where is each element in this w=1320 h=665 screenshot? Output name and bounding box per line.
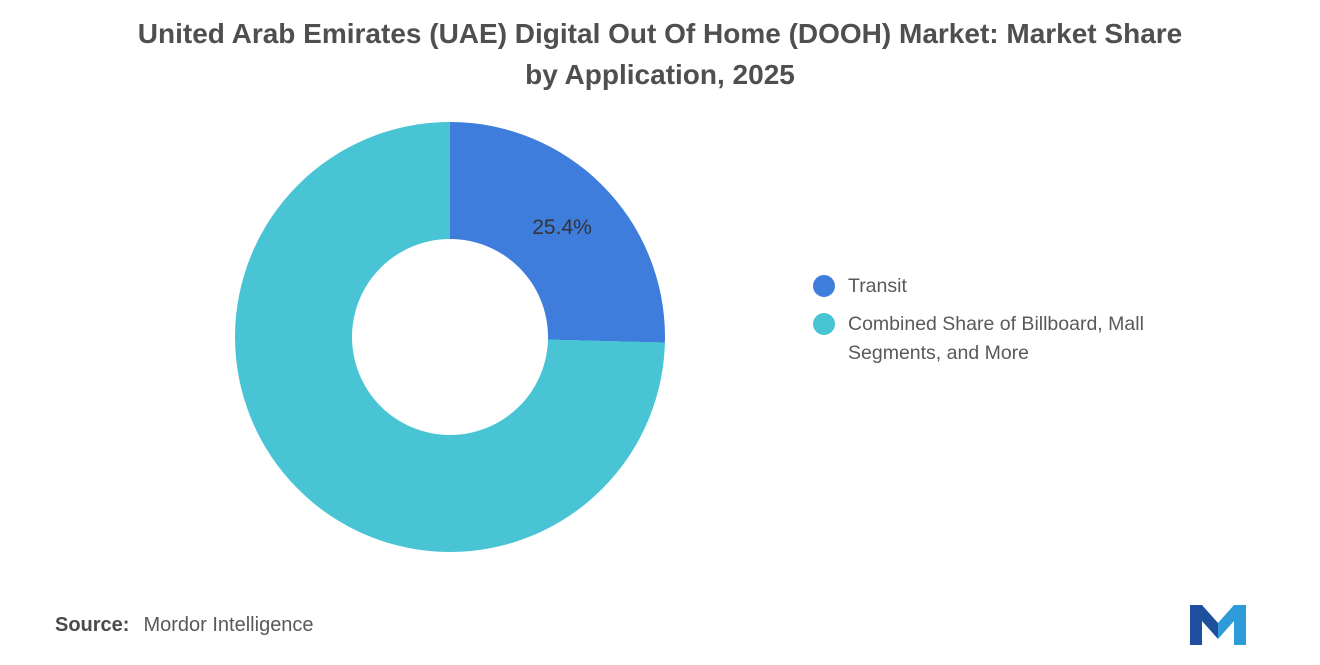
legend-dot (813, 313, 835, 336)
source-text: Mordor Intelligence (143, 614, 314, 636)
legend-label: Transit (848, 275, 907, 297)
source-prefix: Source: (55, 614, 130, 636)
legend-item-combined: Combined Share of Billboard, Mall Segmen… (813, 310, 1200, 367)
legend-item-transit: Transit (813, 272, 1200, 300)
chart-title: United Arab Emirates (UAE) Digital Out O… (137, 18, 1183, 90)
source-note: Source: Mordor Intelligence (55, 614, 314, 637)
mordor-intelligence-logo (1190, 605, 1246, 645)
legend: Transit Combined Share of Billboard, Mal… (813, 272, 1200, 367)
logo-left-shape (1190, 605, 1218, 645)
slice-data-label: 25.4% (532, 215, 592, 239)
legend-dot (813, 275, 835, 297)
donut-chart: 25.4% (235, 122, 665, 552)
legend-label: Combined Share of Billboard, Mall Segmen… (848, 313, 1144, 364)
donut-hole (352, 239, 548, 435)
logo-right-shape (1218, 605, 1246, 645)
